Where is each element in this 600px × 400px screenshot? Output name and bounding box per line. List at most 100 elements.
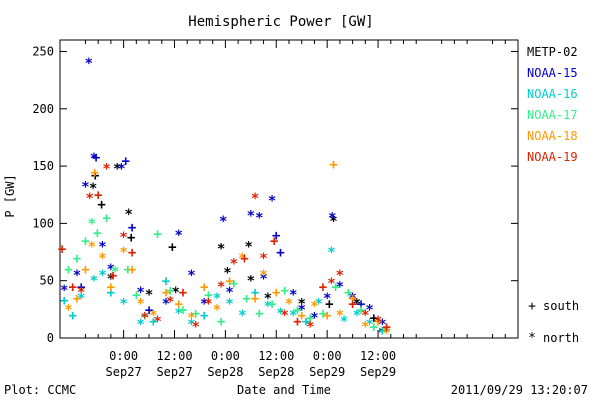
data-point-noaa-18: *	[136, 297, 144, 313]
data-point-noaa-17: +	[204, 287, 212, 303]
data-point-metp-02: *	[223, 266, 231, 282]
data-point-noaa-19: *	[77, 285, 85, 301]
legend-entry-noaa-19: NOAA-19	[527, 150, 578, 164]
data-point-noaa-17: +	[370, 320, 378, 336]
data-point-noaa-16: +	[162, 274, 170, 290]
data-point-noaa-15: *	[225, 285, 233, 301]
data-point-noaa-15: *	[90, 151, 98, 167]
data-point-noaa-15: *	[289, 287, 297, 303]
data-point-noaa-15: *	[60, 283, 68, 299]
marker-legend-symbol: +	[528, 299, 536, 314]
data-point-noaa-17: +	[73, 251, 81, 267]
data-point-noaa-16: *	[175, 306, 183, 322]
data-point-noaa-15: *	[298, 302, 306, 318]
data-point-noaa-18: *	[259, 268, 267, 284]
data-point-noaa-16: +	[149, 314, 157, 330]
data-point-noaa-15: *	[85, 56, 93, 72]
data-point-metp-02: *	[172, 285, 180, 301]
data-point-noaa-15: +	[145, 302, 153, 318]
data-point-noaa-17: *	[111, 265, 119, 281]
data-point-noaa-18: *	[64, 302, 72, 318]
data-point-noaa-18: *	[187, 310, 195, 326]
data-point-noaa-15: *	[378, 317, 386, 333]
data-point-noaa-19: *	[306, 320, 314, 336]
data-point-noaa-18: *	[336, 308, 344, 324]
data-point-metp-02: +	[127, 230, 135, 246]
data-point-noaa-18: +	[73, 291, 81, 307]
data-point-noaa-19: +	[348, 297, 356, 313]
data-point-noaa-17: +	[255, 306, 263, 322]
data-point-noaa-18: *	[88, 239, 96, 255]
data-point-noaa-17: +	[217, 314, 225, 330]
data-point-noaa-17: +	[319, 306, 327, 322]
data-point-metp-02: *	[145, 287, 153, 303]
data-point-noaa-15: +	[122, 153, 130, 169]
data-point-noaa-16: *	[365, 317, 373, 333]
data-point-noaa-18: +	[81, 262, 89, 278]
data-point-noaa-17: +	[81, 234, 89, 250]
data-point-noaa-19: +	[179, 285, 187, 301]
x-tick-time-label: 0:00	[313, 349, 342, 363]
data-point-noaa-16: +	[200, 308, 208, 324]
data-point-noaa-15: *	[348, 291, 356, 307]
legend-entry-noaa-18: NOAA-18	[527, 129, 578, 143]
data-point-noaa-18: +	[162, 285, 170, 301]
data-point-noaa-19: *	[259, 251, 267, 267]
data-point-metp-02: +	[91, 168, 99, 184]
data-point-noaa-16: *	[90, 274, 98, 290]
marker-legend-symbol: *	[528, 331, 536, 346]
data-point-noaa-16: *	[353, 308, 361, 324]
data-point-noaa-17: +	[153, 227, 161, 243]
legend-entry-noaa-16: NOAA-16	[527, 87, 578, 101]
data-point-noaa-15: *	[247, 208, 255, 224]
data-point-noaa-17: +	[132, 287, 140, 303]
marker-legend-label-south: south	[543, 299, 579, 313]
data-point-noaa-18: +	[329, 157, 337, 173]
data-point-noaa-15: +	[128, 220, 136, 236]
data-point-noaa-15: *	[328, 211, 336, 227]
legend-entry-noaa-17: NOAA-17	[527, 108, 578, 122]
data-point-noaa-17: +	[64, 262, 72, 278]
x-tick-date-label: Sep29	[360, 365, 396, 379]
data-point-metp-02: *	[378, 325, 386, 341]
data-point-noaa-15: *	[175, 228, 183, 244]
data-point-noaa-19: *	[327, 276, 335, 292]
data-point-noaa-18: *	[285, 297, 293, 313]
data-point-noaa-18: +	[374, 314, 382, 330]
data-point-noaa-16: +	[60, 293, 68, 309]
data-point-metp-02: *	[113, 161, 121, 177]
data-point-noaa-18: *	[119, 245, 127, 261]
x-tick-date-label: Sep27	[106, 365, 142, 379]
data-point-noaa-15: +	[92, 150, 100, 166]
data-point-noaa-15: *	[259, 271, 267, 287]
data-point-noaa-16: *	[289, 308, 297, 324]
data-point-noaa-16: *	[327, 245, 335, 261]
data-point-noaa-16: *	[314, 297, 322, 313]
data-point-metp-02: *	[107, 271, 115, 287]
data-point-noaa-18: +	[175, 297, 183, 313]
data-point-noaa-15: *	[255, 211, 263, 227]
data-point-noaa-19: *	[166, 294, 174, 310]
data-point-noaa-19: +	[94, 188, 102, 204]
data-point-noaa-15: *	[117, 161, 125, 177]
data-point-noaa-19: +	[69, 279, 77, 295]
data-point-noaa-16: *	[77, 291, 85, 307]
data-point-noaa-16: +	[378, 323, 386, 339]
data-point-noaa-18: +	[91, 165, 99, 181]
data-point-noaa-15: +	[77, 279, 85, 295]
data-point-noaa-18: *	[238, 251, 246, 267]
x-axis-label: Date and Time	[237, 383, 331, 397]
data-point-noaa-17: +	[93, 226, 101, 242]
data-point-noaa-19: *	[119, 230, 127, 246]
y-tick-label: 50	[40, 274, 54, 288]
x-tick-time-label: 0:00	[109, 349, 138, 363]
data-point-noaa-16: *	[225, 297, 233, 313]
data-point-noaa-18: +	[323, 308, 331, 324]
data-point-noaa-16: *	[136, 317, 144, 333]
x-tick-time-label: 12:00	[258, 349, 294, 363]
data-point-noaa-15: +	[357, 297, 365, 313]
data-point-noaa-19: *	[191, 320, 199, 336]
data-point-metp-02: +	[370, 310, 378, 326]
